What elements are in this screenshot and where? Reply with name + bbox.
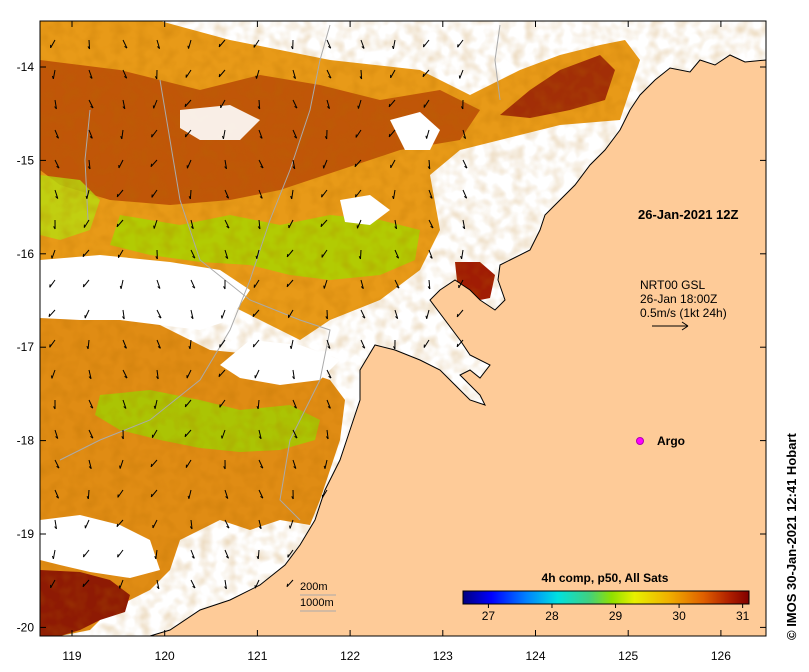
colorbar-tick-label: 27	[482, 609, 496, 623]
isobath-legend: 200m 1000m	[300, 581, 336, 612]
lon-tick-label: 125	[618, 649, 638, 663]
isobath-lines	[59, 24, 501, 521]
isobath-200m	[59, 24, 331, 461]
argo-marker	[636, 437, 644, 445]
lat-tick-label: -14	[17, 60, 35, 74]
lat-tick-label: -18	[17, 434, 35, 448]
isobath-1000-label: 1000m	[300, 597, 334, 609]
lon-tick-label: 123	[433, 649, 453, 663]
lon-tick-label: 120	[155, 649, 175, 663]
current-scale-label: 0.5m/s (1kt 24h)	[640, 306, 727, 320]
lon-tick-label: 119	[62, 649, 81, 663]
lon-tick-label: 121	[247, 649, 267, 663]
colorbar-tick-label: 29	[609, 609, 623, 623]
current-source-label: NRT00 GSL	[640, 278, 705, 292]
latitude-axis: -14 -15 -16 -17 -18 -19 -20	[17, 60, 766, 634]
isobath-200-label: 200m	[300, 581, 328, 593]
current-scale-arrow	[652, 321, 689, 331]
colorbar-tick-label: 28	[545, 609, 559, 623]
land-australia	[149, 54, 766, 636]
time-label: 26-Jan-2021 12Z	[638, 207, 739, 222]
lat-tick-label: -15	[17, 153, 35, 167]
current-vectors	[48, 39, 468, 590]
lat-tick-label: -19	[17, 527, 35, 541]
lat-tick-label: -20	[17, 620, 35, 634]
credit-text: © IMOS 30-Jan-2021 12:41 Hobart	[784, 433, 799, 640]
lat-tick-label: -17	[17, 340, 35, 354]
colorbar-tick-label: 30	[672, 609, 686, 623]
isobath-1000m	[159, 79, 331, 521]
lon-tick-label: 122	[340, 649, 360, 663]
lat-tick-label: -16	[17, 247, 35, 261]
nodata-gaps	[40, 105, 440, 578]
lon-tick-label: 124	[525, 649, 545, 663]
colorbar-tick-label: 31	[736, 609, 750, 623]
current-time-label: 26-Jan 18:00Z	[640, 292, 717, 306]
plot-frame	[39, 20, 767, 637]
colorbar: 4h comp, p50, All Sats 27 28 29 30 31	[462, 571, 750, 623]
longitude-axis: 119 120 121 122 123 124 125 126	[62, 21, 731, 663]
colorbar-gradient	[462, 590, 750, 605]
argo-label: Argo	[657, 434, 685, 448]
colorbar-title: 4h comp, p50, All Sats	[542, 571, 669, 585]
colorbar-ticks: 27 28 29 30 31	[482, 604, 750, 623]
lon-tick-label: 126	[711, 649, 731, 663]
